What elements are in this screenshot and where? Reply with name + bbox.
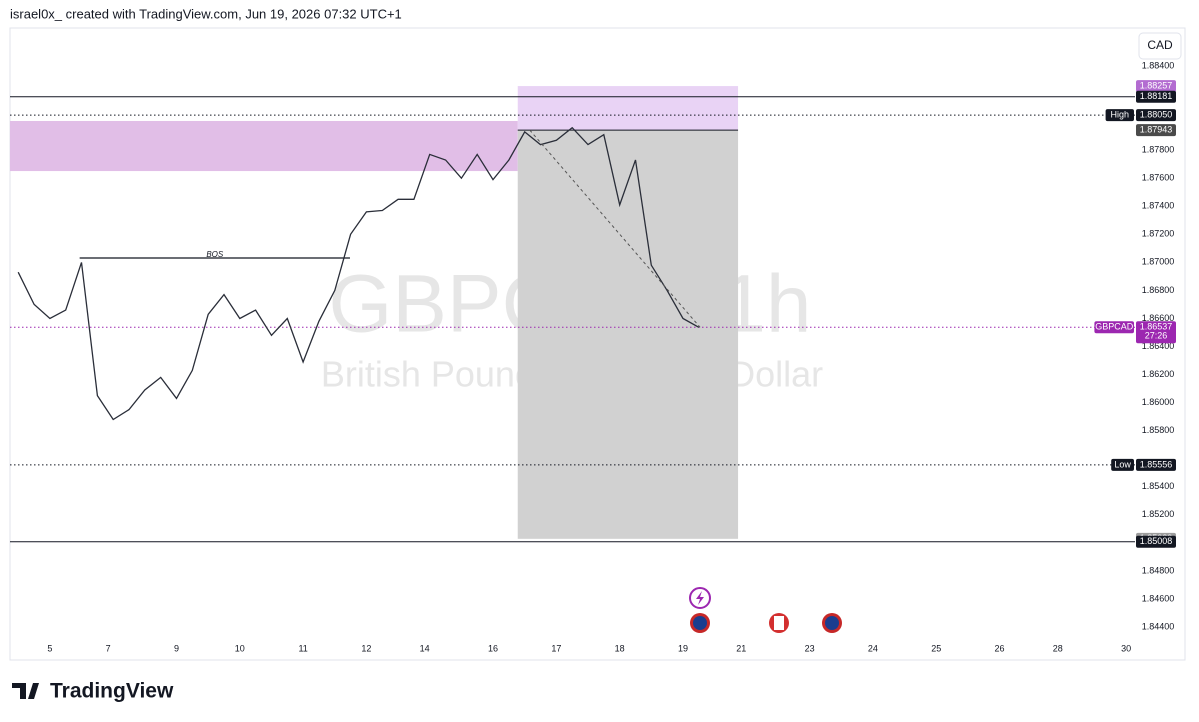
level-tag: 1.85556 [1140,459,1173,469]
level-tag: 1.86537 [1140,322,1173,332]
level-tag-box [1136,321,1176,344]
y-tick-label: 1.87600 [1142,173,1175,183]
level-name-box [1094,321,1134,334]
price-tag: 1.88257 [1140,80,1173,90]
y-tick-label: 1.86000 [1142,397,1175,407]
brand-name: TradingView [50,680,174,703]
projection-line [529,129,701,328]
x-tick-label: 30 [1121,643,1131,653]
event-icon-flag [774,616,784,630]
price-tag: 1.87943 [1140,124,1173,134]
x-tick-label: 9 [174,643,179,653]
level-tag-box [1136,535,1176,548]
supply-zone [10,120,518,172]
level-tag-box [1136,458,1176,471]
x-tick-label: 21 [736,643,746,653]
currency-label[interactable]: CAD [1147,38,1173,52]
currency-button[interactable] [1138,32,1182,60]
level-name: High [1111,109,1130,119]
y-tick-label: 1.88400 [1142,60,1175,70]
x-tick-label: 18 [615,643,625,653]
y-tick-label: 1.86600 [1142,313,1175,323]
x-tick-label: 10 [235,643,245,653]
y-tick-label: 1.84400 [1142,621,1175,631]
x-tick-label: 12 [361,643,371,653]
x-tick-label: 11 [298,643,307,653]
event-icons [689,587,842,633]
stop-zone [517,86,739,131]
level-name-box [1111,458,1134,471]
level-name: GBPCAD [1095,322,1134,332]
y-tick-label: 1.85200 [1142,509,1175,519]
y-tick-label: 1.87000 [1142,257,1175,267]
level-tag: 1.88181 [1140,91,1173,101]
countdown: 27:26 [1145,331,1168,341]
x-tick-label: 24 [868,643,878,653]
x-tick-label: 16 [488,643,498,653]
credit: israel0x_ created with TradingView.com, … [10,6,402,21]
x-tick-label: 19 [678,643,688,653]
y-tick-label: 1.87200 [1142,229,1175,239]
y-tick-label: 1.85800 [1142,425,1175,435]
y-tick-label: 1.87400 [1142,201,1175,211]
level-tag-box [1136,90,1176,103]
event-icon-flag [693,616,707,630]
price-tag-box [1136,80,1176,93]
bos-label: BOS [206,250,224,259]
event-icon-glyph [696,591,704,605]
level-tag: 1.88050 [1140,109,1173,119]
target-zone [517,130,739,539]
y-tick-label: 1.86800 [1142,285,1175,295]
level-name: Low [1114,459,1131,469]
x-tick-label: 14 [420,643,430,653]
y-tick-label: 1.84600 [1142,593,1175,603]
y-tick-label: 1.85400 [1142,481,1175,491]
y-tick-label: 1.86400 [1142,341,1175,351]
x-tick-label: 23 [805,643,815,653]
level-tag: 1.85008 [1140,536,1173,546]
x-tick-label: 28 [1053,643,1063,653]
level-name-box [1105,109,1134,122]
y-tick-label: 1.87800 [1142,145,1175,155]
event-icon-flag [825,616,839,630]
x-tick-label: 25 [931,643,941,653]
brand-icon [12,683,41,699]
level-tag-box [1136,109,1176,122]
brand-logo [12,683,41,699]
x-tick-label: 26 [995,643,1005,653]
plot: BOS 1.88400 1.87800 1.87600 1.87400 1.87200 1.… [10,29,1184,659]
y-tick-label: 1.86200 [1142,369,1175,379]
y-tick-label: 1.84800 [1142,565,1175,575]
x-tick-label: 17 [551,643,561,653]
x-tick-label: 5 [47,643,52,653]
x-tick-label: 7 [106,643,111,653]
price-tag-box [1136,124,1176,137]
price-line [17,126,700,421]
